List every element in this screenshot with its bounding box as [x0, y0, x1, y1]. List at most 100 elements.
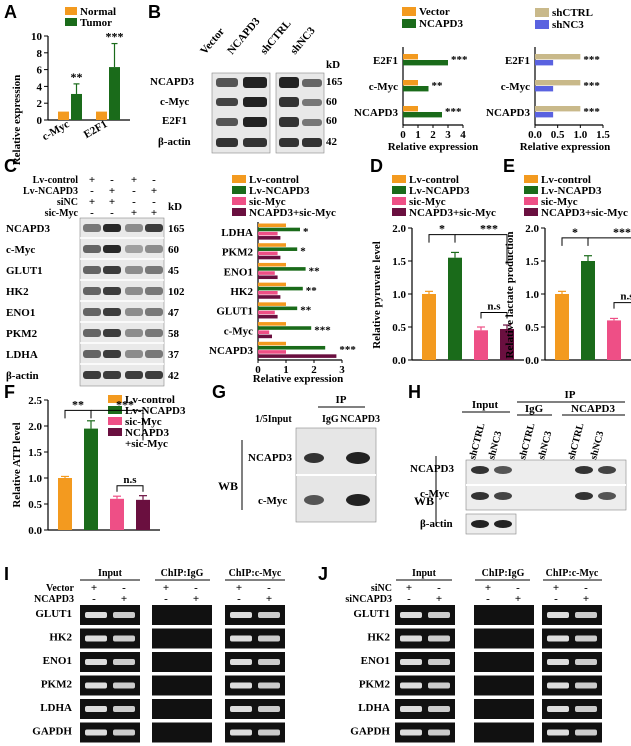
x-tick-label: 2: [430, 129, 436, 141]
treatment-sign: -: [110, 174, 114, 186]
b-lane-shctrl: shCTRL: [258, 18, 294, 57]
c-kd: 60: [168, 244, 180, 256]
treatment-sign: -: [90, 185, 94, 197]
gel-lane-block: [80, 628, 140, 649]
x-tick-label: 0: [255, 364, 261, 376]
gel-lane-block: [542, 628, 602, 649]
c-band: [145, 371, 163, 379]
gel-lane-block: [80, 675, 140, 696]
c-treat-1: Lv-NCAPD3: [23, 186, 78, 197]
treatment-sign: -: [92, 593, 96, 605]
treatment-sign: +: [89, 174, 95, 186]
h-lane-0: shCTRL: [467, 422, 487, 461]
gel-band: [575, 682, 597, 689]
y-tick-label: 2: [37, 98, 43, 110]
b1-legend-swatch-vector: [402, 7, 416, 16]
gel-lane-block: [542, 675, 602, 696]
significance: *: [572, 225, 578, 239]
significance: **: [300, 305, 312, 317]
c-band: [125, 245, 143, 253]
y-tick-label: c-Myc: [501, 81, 530, 93]
gel-band: [400, 706, 422, 712]
d-ylabel: Relative pyruvate level: [371, 241, 383, 349]
gel-lane-block: [80, 722, 140, 743]
d-legend-1: Lv-NCAPD3: [409, 185, 470, 197]
treatment-sign: +: [583, 593, 589, 605]
bar-sic-myc-eno1: [258, 271, 275, 275]
gel-lane-block: [474, 652, 534, 672]
x-tick-label: E2F1: [82, 118, 110, 141]
treatment-sign: +: [436, 593, 442, 605]
gel-band: [258, 706, 280, 712]
bar-ncapd3-sic-myc-ldha: [258, 236, 281, 240]
significance: ***: [314, 324, 331, 336]
significance: ***: [445, 106, 462, 118]
gel-lane-block: [474, 605, 534, 625]
y-tick-label: E2F1: [505, 55, 530, 67]
panel-label-c: C: [4, 156, 17, 176]
gel-band: [400, 659, 422, 665]
gel-band: [113, 635, 135, 642]
c-legend-swatch-0: [232, 175, 246, 183]
gel-band: [258, 612, 280, 618]
c-treat-3: sic-Myc: [45, 208, 79, 219]
gel-band: [258, 659, 280, 665]
c-band: [103, 287, 121, 295]
gel-row-label: HK2: [367, 632, 390, 644]
c-xlabel: Relative expression: [253, 373, 344, 385]
c-band: [145, 287, 163, 295]
x-tick-label: 3: [339, 364, 345, 376]
c-band: [125, 266, 143, 274]
b-lane-ncapd3: NCAPD3: [225, 15, 263, 57]
gel-lane-block: [152, 722, 212, 743]
b-kd-label: kD: [326, 59, 340, 71]
gel-band: [428, 659, 450, 665]
b-row-actin: β-actin: [158, 136, 191, 148]
y-tick-label: ENO1: [224, 266, 253, 278]
treatment-sign: -: [194, 582, 198, 594]
treatment-sign: -: [122, 582, 126, 594]
c-kd: 58: [168, 328, 180, 340]
gel-band: [230, 659, 252, 665]
gel-band: [85, 706, 107, 712]
e-plot: 0.00.51.01.52.0****n.s: [525, 223, 631, 367]
bar-sic-myc-pkm2: [258, 251, 278, 256]
y-tick-label: 8: [37, 48, 43, 60]
treatment-sign: +: [151, 207, 157, 219]
bar-ncapd3-ncapd3: [403, 112, 442, 118]
i-group-cmyc: ChIP:c-Myc: [229, 568, 282, 579]
bar-lv-control-ldha: [258, 223, 286, 228]
j-group-igg: ChIP:IgG: [482, 568, 525, 579]
gel-lane-block: [225, 675, 285, 696]
b-lane-vector: Vector: [198, 26, 227, 57]
gel-band: [85, 612, 107, 618]
panel-label-i: I: [4, 564, 9, 584]
gel-band: [85, 659, 107, 665]
g-band: [304, 495, 324, 505]
gel-lane-block: [474, 628, 534, 649]
bar-shnc3-e2f1: [535, 60, 554, 66]
h-lane-2: shCTRL: [517, 422, 537, 461]
gel-band: [547, 635, 569, 642]
f-legend-0: Lv-control: [125, 394, 175, 406]
c-treat-2: siNC: [57, 197, 78, 208]
c-band: [83, 308, 101, 316]
gel-band: [230, 682, 252, 689]
treatment-sign: -: [237, 593, 241, 605]
treatment-sign: -: [90, 207, 94, 219]
gel-band: [428, 706, 450, 712]
c-band: [145, 266, 163, 274]
i-treat-0: Vector: [46, 583, 75, 594]
c-kd-label: kD: [168, 201, 182, 213]
gel-lane-block: [152, 675, 212, 696]
bar-lv-ncapd3-ncapd3: [258, 345, 326, 350]
f-legend-swatch-0: [108, 395, 122, 403]
c-kd: 47: [168, 307, 180, 319]
h-wb: WB: [414, 494, 434, 508]
bar-shctrl-ncapd3: [535, 106, 581, 112]
treatment-sign: +: [89, 196, 95, 208]
sig-bracket: [588, 237, 631, 239]
c-row-label: ENO1: [6, 307, 35, 319]
treatment-sign: -: [584, 582, 588, 594]
y-tick-label: 1.0: [28, 473, 42, 485]
